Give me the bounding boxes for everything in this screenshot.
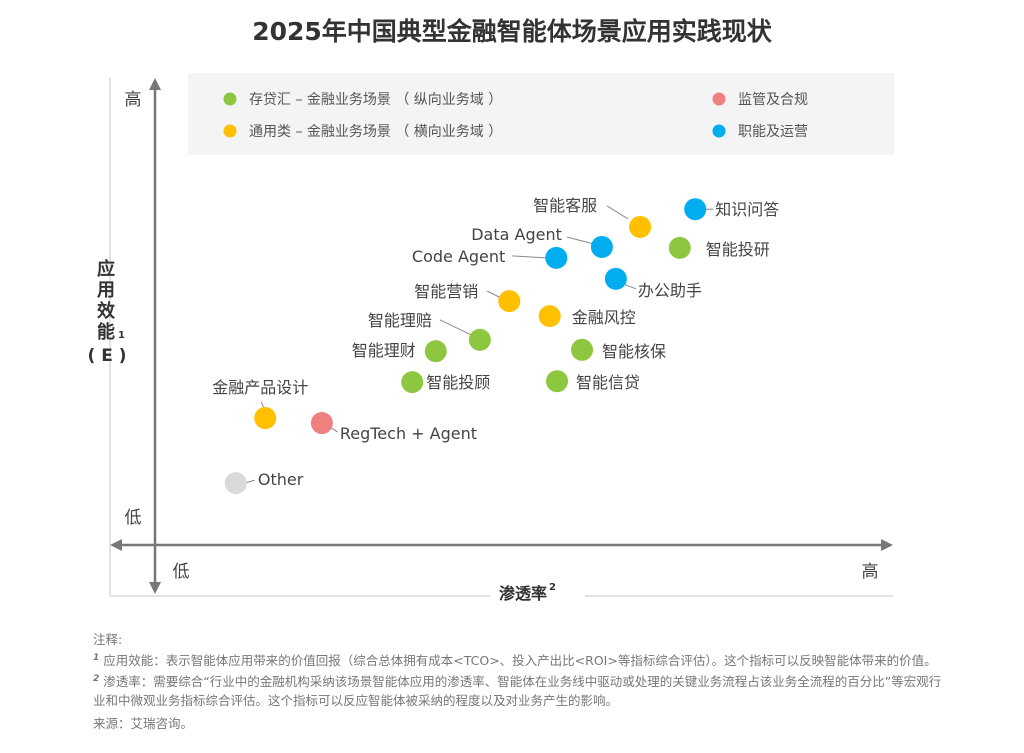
legend-marker-horizontal [223,124,237,138]
legend-label-vertical: 存贷汇 – 金融业务场景 （ 纵向业务域 ） [249,92,502,108]
data-point [498,290,521,313]
data-point [538,305,561,328]
legend-box [188,73,894,155]
y-tick-high: 高 [125,90,142,110]
data-label: 金融产品设计 [212,378,308,397]
data-label: 办公助手 [638,281,702,300]
data-label: Code Agent [412,247,505,266]
legend-label-operations: 职能及运营 [738,124,808,140]
data-point [546,370,569,393]
y-axis-label-sup: 1 [118,330,125,341]
note-1-text: 应用效能：表示智能体应用带来的价值回报（综合总体拥有成本<TCO>、投入产出比<… [103,653,937,669]
note-2-number: 2 [93,674,100,685]
data-point [684,198,707,221]
y-axis-label-char: 效 [97,300,116,322]
data-point [401,371,424,394]
legend-label-horizontal: 通用类 – 金融业务场景 （ 横向业务域 ） [249,124,502,140]
data-label: 智能理财 [352,341,416,360]
leader-line [512,255,547,259]
data-point [254,407,277,430]
note-1: 1 应用效能：表示智能体应用带来的价值回报（综合总体拥有成本<TCO>、投入产出… [93,649,943,670]
note-1-number: 1 [93,653,100,663]
y-axis-label-sub: ( E ) [88,346,127,366]
legend-marker-vertical [223,92,237,106]
chart-title: 2025年中国典型金融智能体场景应用实践现状 [252,17,772,46]
y-axis-label-char: 用 [97,280,115,301]
y-axis-label-char: 能 [97,321,115,343]
legend-marker-operations [712,124,726,138]
leader-line [566,236,595,245]
y-axis-arrow-top [149,78,161,90]
data-point [590,235,613,258]
y-axis-arrow-bottom [149,582,161,594]
legend-marker-regulation [712,92,726,106]
x-tick-low: 低 [173,562,190,582]
data-label: 智能投研 [706,240,770,259]
data-point [224,472,247,495]
data-point [668,236,691,259]
x-tick-high: 高 [862,562,879,582]
data-label: 智能理赔 [368,311,432,330]
leader-line [606,205,629,220]
data-label: 智能客服 [533,196,597,215]
x-axis-label-sup: 2 [549,582,556,593]
data-label: Data Agent [471,225,562,244]
data-label: Other [258,470,304,489]
data-label: 智能投顾 [426,373,490,392]
data-label: 智能营销 [414,282,478,301]
data-point [468,328,491,351]
data-point [424,340,447,363]
notes: 注释: 1 应用效能：表示智能体应用带来的价值回报（综合总体拥有成本<TCO>、… [93,630,943,733]
data-point [571,338,594,361]
y-tick-low: 低 [125,508,142,528]
data-point [310,412,333,435]
x-axis-arrow-right [881,539,893,551]
leader-line [487,290,502,299]
data-label: 智能信贷 [576,373,640,392]
data-label: 智能核保 [602,342,666,361]
x-axis-arrow-left [110,539,122,551]
source: 来源：艾瑞咨询。 [93,716,194,732]
data-label: RegTech + Agent [340,424,477,443]
leader-line [439,319,472,336]
notes-heading: 注释: [93,632,123,647]
x-axis-label: 渗透率 [499,584,547,603]
data-label: 知识问答 [715,200,779,219]
data-label: 金融风控 [572,308,636,327]
note-2: 2 渗透率：需要综合“行业中的金融机构采纳该场景智能体应用的渗透率、智能体在业务… [93,670,943,710]
data-point [545,246,568,269]
note-2-text: 渗透率：需要综合“行业中的金融机构采纳该场景智能体应用的渗透率、智能体在业务线中… [93,674,942,709]
legend-label-regulation: 监管及合规 [738,92,808,108]
y-axis-label-char: 应 [97,258,115,280]
data-point [629,215,652,238]
data-point [604,267,627,290]
